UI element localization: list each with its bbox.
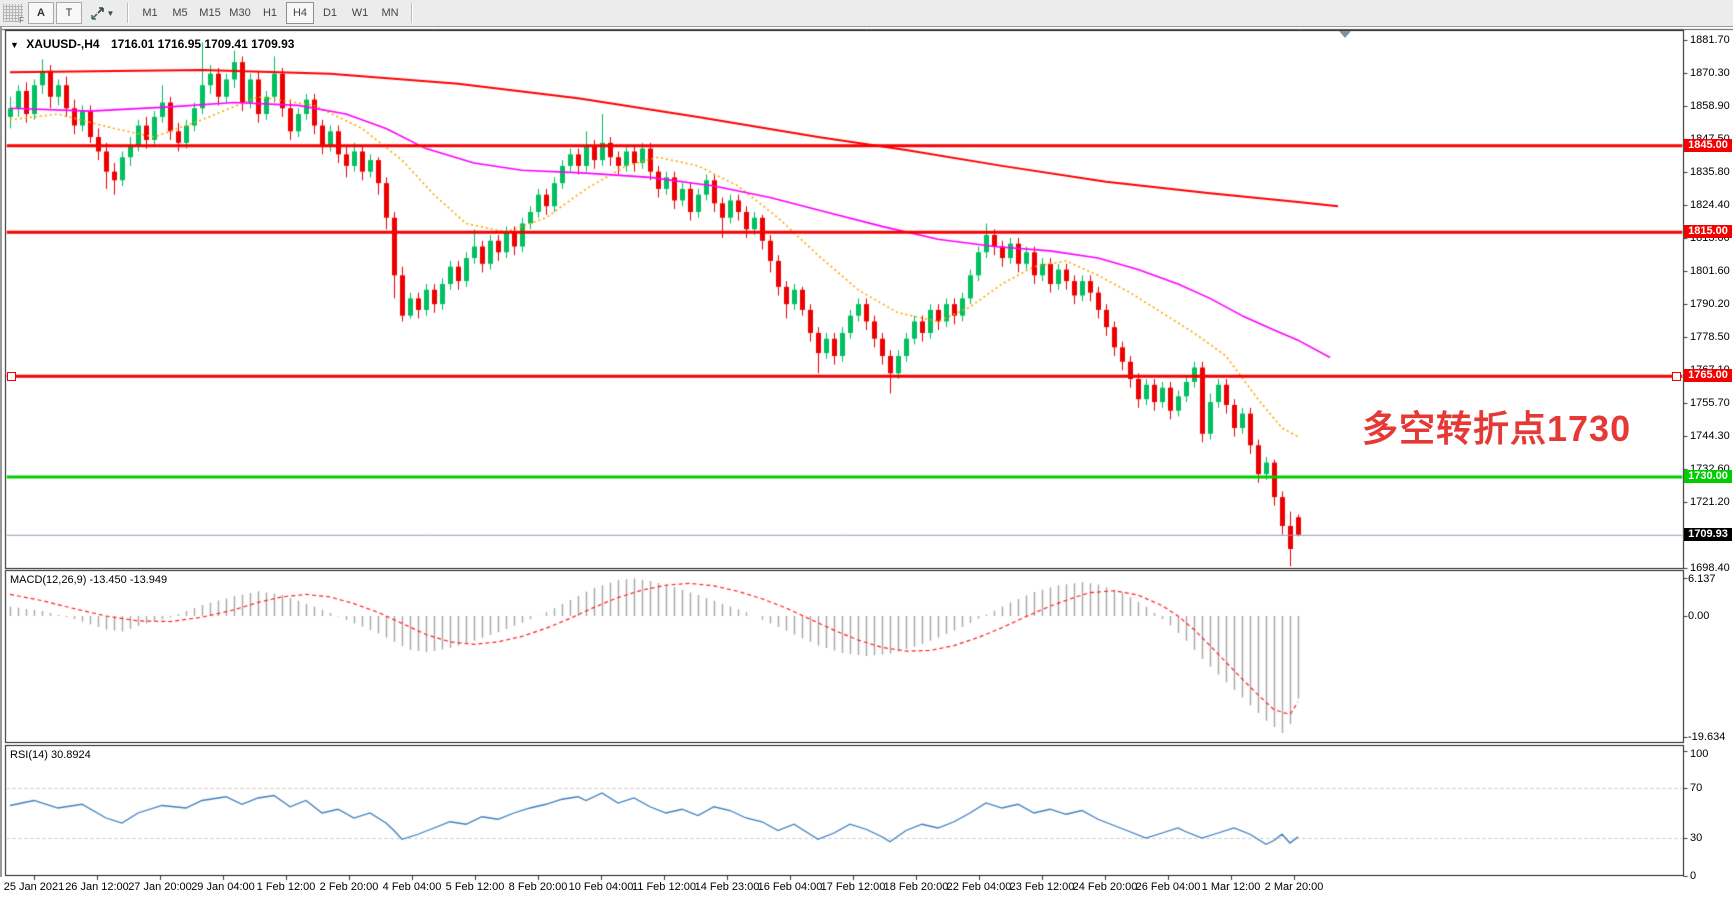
time-axis-label: 1 Mar 12:00 [1201,881,1261,893]
price-axis-tick: 1790.20 [1690,298,1730,310]
timeframe-button-m5[interactable]: M5 [172,7,188,19]
price-axis-tick: 1881.70 [1690,34,1730,46]
time-axis-label: 22 Feb 04:00 [946,881,1012,893]
time-axis-label: 5 Feb 12:00 [445,881,505,893]
price-axis-tick: 1870.30 [1690,67,1730,79]
time-axis-label: 1 Feb 12:00 [256,881,316,893]
time-axis-label: 16 Feb 04:00 [757,881,823,893]
timeframe-button-h1[interactable]: H1 [262,7,278,19]
arrow-tools-button[interactable]: ▼ [84,2,120,24]
chart-ohlc-values: 1716.01 1716.95 1709.41 1709.93 [110,37,295,51]
timeframe-button-m1[interactable]: M1 [142,7,158,19]
macd-axis-tick: -19.634 [1688,731,1726,743]
window-left-border [0,27,2,877]
timeframe-group: M1 M5 M15 M30 H1 H4 D1 W1 MN [135,2,405,24]
price-axis-tick: 1744.30 [1690,430,1730,442]
hline-price-label: 1730.00 [1684,470,1732,483]
time-axis-label: 2 Mar 20:00 [1264,881,1324,893]
symbol-collapse-icon[interactable]: ▼ [10,40,19,50]
time-axis-label: 26 Feb 04:00 [1135,881,1201,893]
time-axis-label: 10 Feb 04:00 [568,881,634,893]
time-axis-label: 8 Feb 20:00 [508,881,568,893]
chart-shift-marker[interactable] [1339,31,1351,38]
rsi-axis-tick: 30 [1690,832,1703,844]
timeframe-button-d1[interactable]: D1 [322,7,338,19]
time-axis-label: 11 Feb 12:00 [631,881,697,893]
toolbar-separator [127,3,129,23]
toolbar-separator [411,3,413,23]
time-axis-label: 25 Jan 2021 [3,881,65,893]
time-axis-label: 24 Feb 20:00 [1072,881,1138,893]
annotation-text: 多空转折点1730 [1362,408,1632,449]
price-axis-tick: 1698.40 [1690,562,1730,574]
timeframe-button-h4[interactable]: H4 [286,2,314,24]
chart-symbol-timeframe: XAUUSD-,H4 [26,37,100,51]
chart-title: ▼ XAUUSD-,H4 1716.01 1716.95 1709.41 170… [10,37,294,51]
price-axis-tick: 1721.20 [1690,496,1730,508]
hline-price-label: 1815.00 [1684,225,1732,238]
macd-axis-tick: 0.00 [1688,610,1710,622]
price-axis-tick: 1755.70 [1690,397,1730,409]
current-price-label: 1709.93 [1684,528,1732,541]
hline-drag-handle[interactable] [1672,372,1681,381]
timeframe-button-m15[interactable]: M15 [199,7,221,19]
time-axis-label: 17 Feb 12:00 [820,881,886,893]
cursor-arrows-icon [90,6,104,20]
price-axis-tick: 1801.60 [1690,265,1730,277]
macd-axis-tick: 6.137 [1688,573,1716,585]
rsi-indicator-label: RSI(14) 30.8924 [10,749,91,761]
timeframe-button-m30[interactable]: M30 [229,7,251,19]
timeframe-button-mn[interactable]: MN [381,7,399,19]
toolbar: F A T ▼ M1 M5 M15 M30 H1 H4 D1 W1 MN [0,0,1733,27]
rsi-axis-tick: 70 [1690,782,1703,794]
rsi-axis-tick: 100 [1690,748,1709,760]
chevron-down-icon: ▼ [106,8,115,18]
macd-indicator-label: MACD(12,26,9) -13.450 -13.949 [10,574,168,586]
price-axis-tick: 1778.50 [1690,331,1730,343]
time-axis-label: 18 Feb 20:00 [883,881,949,893]
price-axis-tick: 1835.80 [1690,166,1730,178]
hline-drag-handle[interactable] [7,372,16,381]
time-axis-label: 4 Feb 04:00 [382,881,442,893]
price-axis-tick: 1824.40 [1690,199,1730,211]
price-axis-tick: 1858.90 [1690,100,1730,112]
toolbar-dock-handle[interactable]: F [3,4,24,25]
time-axis-label: 26 Jan 12:00 [65,881,129,893]
time-axis-label: 14 Feb 23:00 [694,881,760,893]
time-axis-label: 29 Jan 04:00 [191,881,255,893]
timeframe-button-w1[interactable]: W1 [351,7,369,19]
text-tool-button[interactable]: T [56,2,82,24]
hline-price-label: 1845.00 [1684,139,1732,152]
hline-price-label: 1765.00 [1684,369,1732,382]
rsi-axis-tick: 0 [1690,870,1697,882]
text-label-a-button[interactable]: A [28,2,54,24]
time-axis-label: 27 Jan 20:00 [128,881,192,893]
time-axis-label: 2 Feb 20:00 [319,881,379,893]
time-axis-label: 23 Feb 12:00 [1009,881,1075,893]
